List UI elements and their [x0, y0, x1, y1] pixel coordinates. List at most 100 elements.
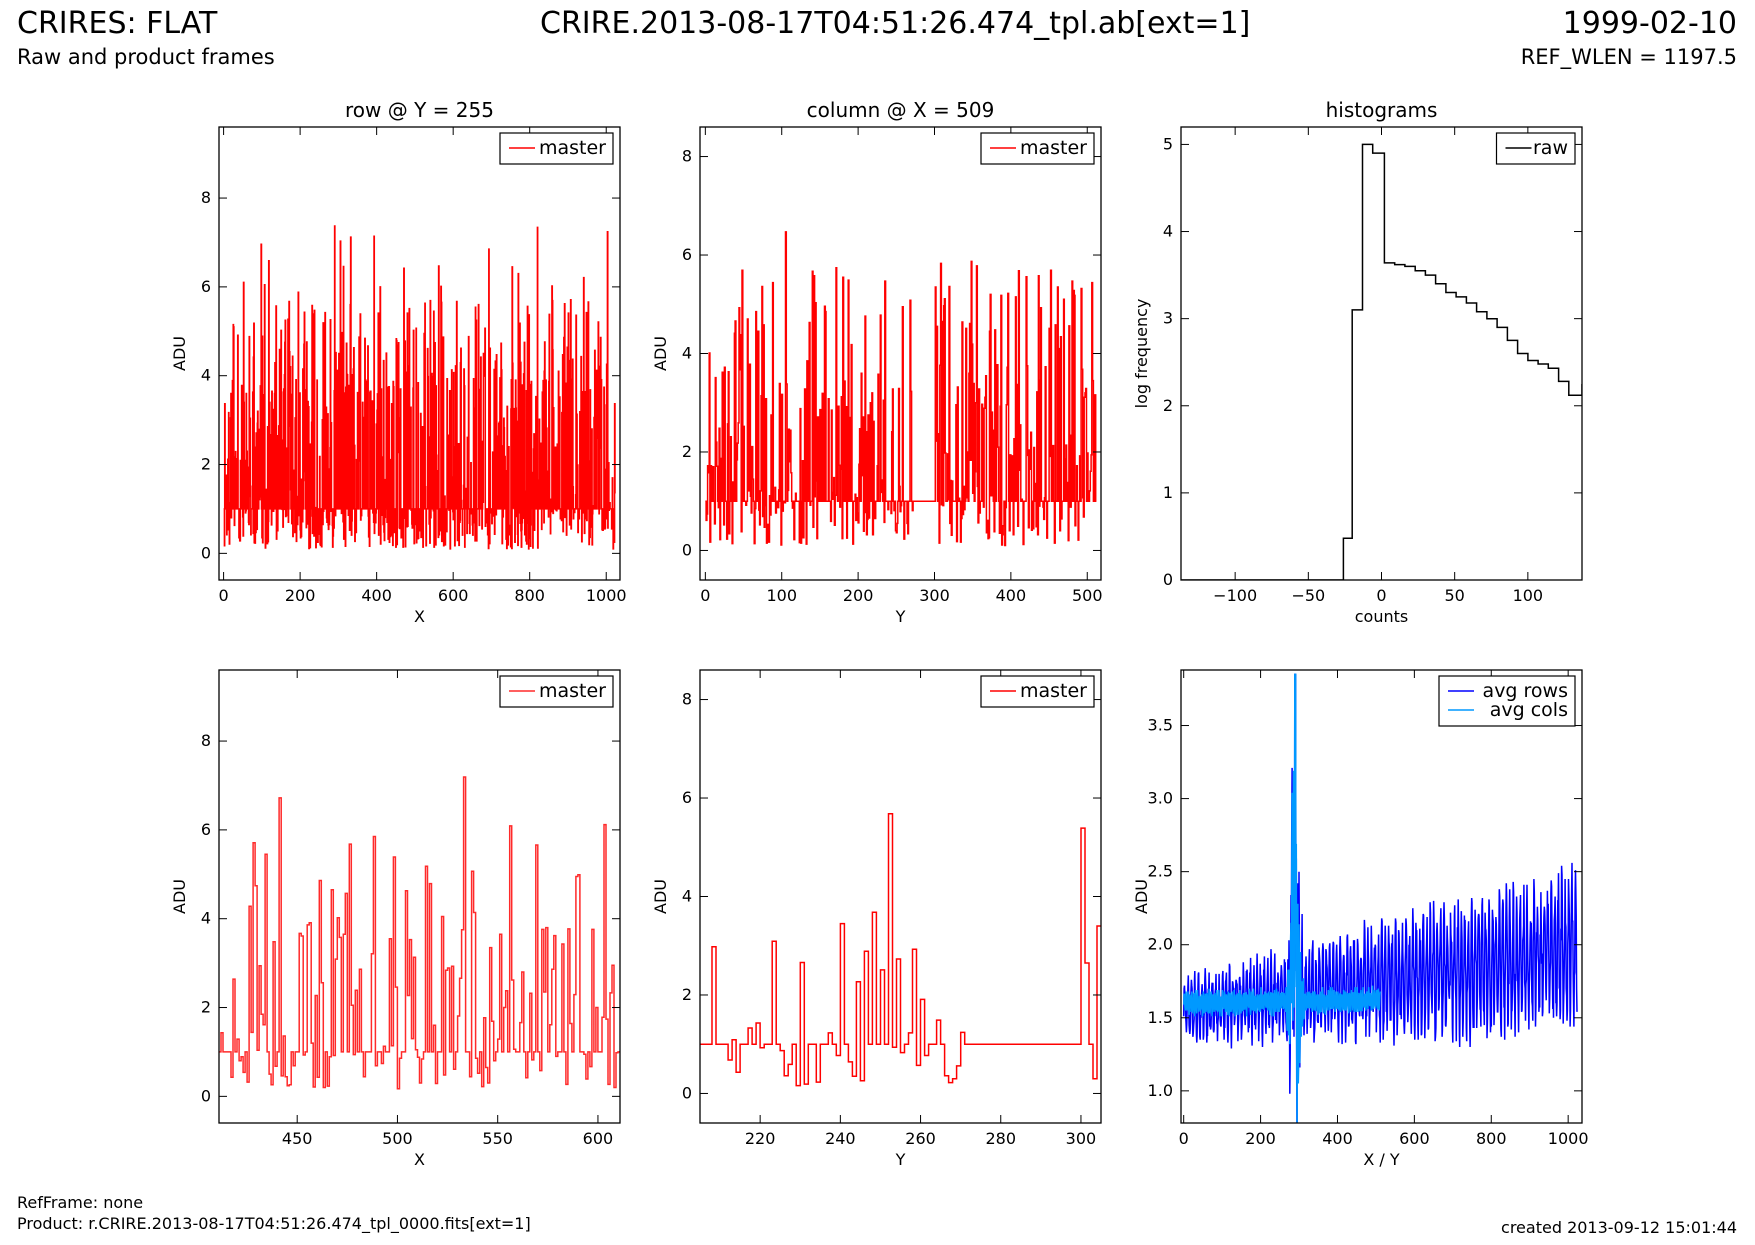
x-tick-label: 450 [282, 1129, 313, 1148]
footer-product: Product: r.CRIRE.2013-08-17T04:51:26.474… [17, 1214, 531, 1233]
x-axis-label: Y [895, 607, 906, 626]
x-tick-label: 200 [1245, 1129, 1276, 1148]
legend-label: master [1020, 680, 1087, 702]
legend-label: master [539, 680, 606, 702]
y-axis-label: ADU [170, 879, 189, 914]
series-line-row_full-0 [223, 225, 616, 550]
figure-subtitle-left: Raw and product frames [17, 45, 275, 69]
y-tick-label: 0 [201, 543, 211, 562]
y-tick-label: 1.0 [1148, 1081, 1173, 1100]
y-tick-label: 0 [682, 1083, 692, 1102]
x-tick-label: 1000 [586, 586, 627, 605]
y-axis-label: ADU [170, 336, 189, 371]
x-tick-label: 300 [919, 586, 950, 605]
x-tick-label: 600 [438, 586, 469, 605]
x-tick-label: 300 [1066, 1129, 1097, 1148]
legend-label: avg rows [1483, 680, 1568, 702]
x-tick-label: 240 [825, 1129, 856, 1148]
legend-label: master [539, 137, 606, 159]
footer-refframe: RefFrame: none [17, 1193, 144, 1212]
x-tick-label: 0 [700, 586, 710, 605]
y-axis-label: ADU [651, 336, 670, 371]
y-tick-label: 8 [682, 147, 692, 166]
x-tick-label: 220 [745, 1129, 776, 1148]
x-tick-label: 0 [1376, 586, 1386, 605]
y-tick-label: 8 [201, 731, 211, 750]
y-tick-label: 5 [1163, 134, 1173, 153]
plot-frame-averages [1180, 669, 1583, 1124]
series-line-col_zoom-0 [700, 813, 1101, 1087]
y-tick-label: 3.5 [1148, 716, 1173, 735]
x-tick-label: 0 [218, 586, 228, 605]
x-tick-label: 100 [766, 586, 797, 605]
y-tick-label: 6 [682, 245, 692, 264]
y-axis-label: ADU [651, 879, 670, 914]
y-tick-label: 0 [682, 540, 692, 559]
y-tick-label: 0 [1163, 570, 1173, 589]
x-axis-label: X [414, 607, 425, 626]
y-tick-label: 2 [201, 998, 211, 1017]
y-tick-label: 4 [1163, 222, 1173, 241]
chart-col_full: 0 100 200 300 400 500 0 2 4 6 8 column @ X = 509 Y AD… [651, 98, 1103, 626]
x-tick-label: 1000 [1548, 1129, 1589, 1148]
chart-title: histograms [1326, 98, 1438, 122]
x-tick-label: 600 [583, 1129, 614, 1148]
legend-label: raw [1533, 137, 1568, 159]
y-tick-label: 2 [682, 985, 692, 1004]
y-tick-label: 6 [682, 788, 692, 807]
y-tick-label: 6 [201, 277, 211, 296]
figure-title-center: CRIRE.2013-08-17T04:51:26.474_tpl.ab[ext… [540, 6, 1251, 41]
x-tick-label: 800 [1476, 1129, 1507, 1148]
x-axis-label: X / Y [1363, 1150, 1400, 1169]
y-tick-label: 4 [682, 887, 692, 906]
figure-title-left: CRIRES: FLAT [17, 6, 218, 41]
y-tick-label: 1 [1163, 483, 1173, 502]
x-axis-label: Y [895, 1150, 906, 1169]
y-tick-label: 8 [201, 188, 211, 207]
y-tick-label: 2 [682, 442, 692, 461]
y-tick-label: 1.5 [1148, 1008, 1173, 1027]
chart-title: row @ Y = 255 [345, 98, 494, 122]
x-tick-label: 500 [382, 1129, 413, 1148]
x-tick-label: 550 [482, 1129, 513, 1148]
series-line-averages-0 [1182, 673, 1578, 1123]
plot-frame-col_zoom [699, 669, 1102, 1124]
footer-created: created 2013-09-12 15:01:44 [1501, 1218, 1737, 1237]
x-tick-label: 400 [361, 586, 392, 605]
y-axis-label: log frequency [1132, 299, 1151, 409]
series-line-col_full-0 [705, 231, 1097, 547]
series-line-row_zoom-0 [219, 776, 620, 1090]
x-tick-label: 100 [1513, 586, 1544, 605]
x-tick-label: 500 [1072, 586, 1103, 605]
figure-ref-wlen: REF_WLEN = 1197.5 [1520, 45, 1737, 69]
x-tick-label: 280 [985, 1129, 1016, 1148]
chart-title: column @ X = 509 [807, 98, 995, 122]
x-tick-label: 260 [905, 1129, 936, 1148]
x-tick-label: 200 [843, 586, 874, 605]
x-axis-label: counts [1355, 607, 1408, 626]
y-tick-label: 6 [201, 820, 211, 839]
x-tick-label: 0 [1179, 1129, 1189, 1148]
legend-label: master [1020, 137, 1087, 159]
y-tick-label: 4 [201, 366, 211, 385]
y-tick-label: 3.0 [1148, 789, 1173, 808]
plot-frame-row_zoom [218, 669, 621, 1124]
y-tick-label: 2.0 [1148, 935, 1173, 954]
legend-label: avg cols [1490, 699, 1568, 721]
plot-frame-row_full [218, 126, 621, 581]
y-tick-label: 2.5 [1148, 862, 1173, 881]
x-tick-label: 600 [1399, 1129, 1430, 1148]
figure-date: 1999-02-10 [1562, 6, 1737, 41]
x-tick-label: 400 [1322, 1129, 1353, 1148]
y-tick-label: 0 [201, 1086, 211, 1105]
x-tick-label: −100 [1213, 586, 1257, 605]
x-tick-label: 50 [1444, 586, 1464, 605]
x-tick-label: 200 [285, 586, 316, 605]
y-tick-label: 2 [201, 455, 211, 474]
y-tick-label: 4 [201, 909, 211, 928]
x-axis-label: X [414, 1150, 425, 1169]
x-tick-label: −50 [1291, 586, 1325, 605]
series-line-averages-1 [1182, 673, 1381, 1123]
chart-row_zoom: 450 500 550 600 0 2 4 6 8 X ADU master [170, 669, 621, 1169]
